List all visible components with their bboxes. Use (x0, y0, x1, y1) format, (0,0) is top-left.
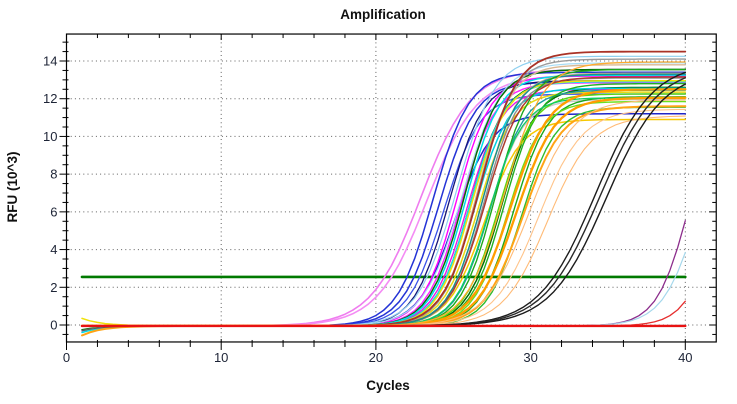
y-tick-label: 6 (50, 204, 57, 219)
y-tick-label: 0 (50, 318, 57, 333)
amplification-curve (81, 55, 686, 327)
x-tick-label: 20 (369, 350, 383, 365)
generated-plot-layer: 0 10 20 30 40 0 2 4 6 8 10 12 14 (43, 33, 717, 365)
y-tick-label: 12 (43, 91, 57, 106)
chart-title: Amplification (340, 7, 426, 22)
x-tick-label: 0 (63, 350, 70, 365)
x-axis-label: Cycles (366, 378, 410, 393)
amplification-curve (81, 99, 686, 327)
amplification-curve (81, 100, 686, 327)
amplification-curve (81, 106, 686, 327)
tick-layer (59, 34, 717, 350)
y-tick-label: 8 (50, 167, 57, 182)
curve-layer (80, 50, 687, 337)
amplification-curve (81, 115, 686, 327)
tick-label-layer: 0 10 20 30 40 0 2 4 6 8 10 12 14 (43, 54, 693, 365)
x-tick-label: 30 (523, 350, 537, 365)
y-axis-label: RFU (10^3) (5, 152, 20, 223)
y-tick-label: 2 (50, 280, 57, 295)
data-layer (80, 50, 687, 337)
x-tick-label: 10 (214, 350, 228, 365)
amplification-curve (81, 113, 687, 327)
y-tick-label: 10 (43, 129, 57, 144)
y-tick-label: 14 (43, 54, 57, 69)
amplification-curve (81, 99, 686, 327)
amplification-curve (81, 68, 687, 331)
amplification-curve (81, 108, 686, 327)
plot-border (65, 33, 717, 343)
amplification-curve (81, 105, 687, 337)
y-tick-label: 4 (50, 242, 57, 257)
amplification-curve (81, 96, 686, 327)
x-tick-label: 40 (678, 350, 692, 365)
